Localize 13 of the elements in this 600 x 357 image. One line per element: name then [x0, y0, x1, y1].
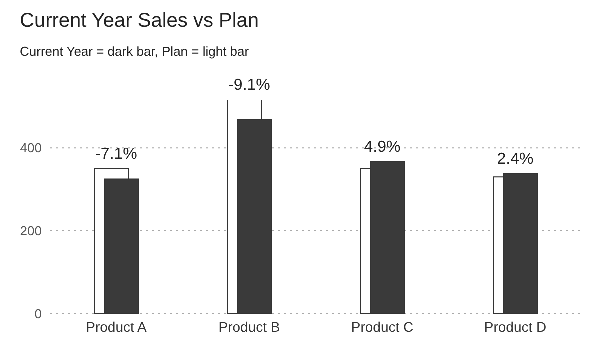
y-tick-label: 400: [20, 140, 42, 156]
x-tick-label: Product B: [218, 318, 280, 335]
chart-title: Current Year Sales vs Plan: [20, 10, 260, 33]
x-tick-label: Product D: [484, 318, 547, 335]
y-tick-label: 0: [34, 306, 42, 322]
annotation: 2.4%: [497, 150, 534, 168]
y-tick-label: 200: [20, 224, 42, 239]
chart-subtitle: Current Year = dark bar, Plan = light bar: [20, 44, 250, 59]
x-tick-label: Product A: [86, 318, 148, 335]
annotation: -7.1%: [96, 146, 138, 163]
x-tick-label: Product C: [351, 318, 414, 335]
annotation: 4.9%: [364, 138, 401, 156]
annotation: -9.1%: [228, 77, 270, 94]
